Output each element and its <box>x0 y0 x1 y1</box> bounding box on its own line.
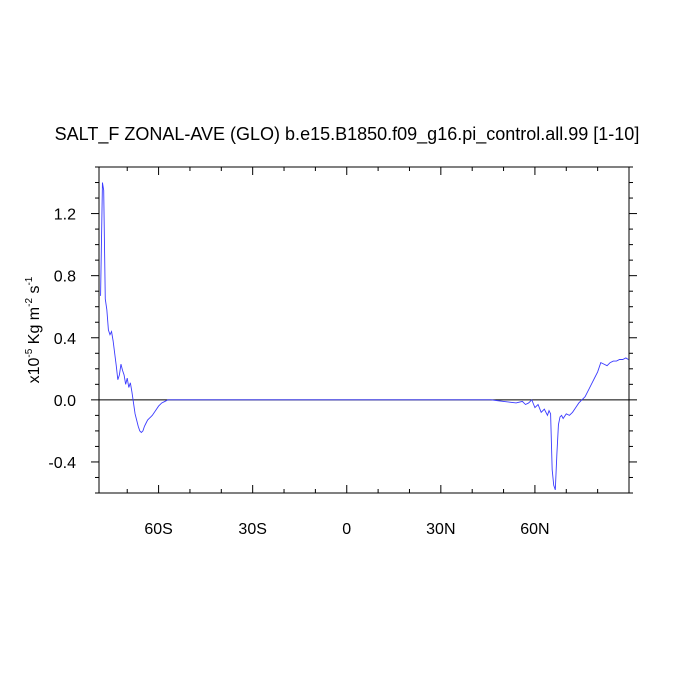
x-tick-label: 60N <box>520 521 549 538</box>
plot-area: 60S 30S 0 30N 60N 1.2 0.8 0.4 0.0 -0.4 <box>48 166 637 538</box>
plot-frame <box>98 166 630 494</box>
y-tick-label: 0.8 <box>54 269 76 286</box>
y-axis-label: x10-5 Kg m-2 s-1 <box>24 276 43 383</box>
x-tick-label: 0 <box>342 521 351 538</box>
y-tick-label: 0.0 <box>54 393 76 410</box>
chart-title: SALT_F ZONAL-AVE (GLO) b.e15.B1850.f09_g… <box>55 124 640 145</box>
y-tick-label: 1.2 <box>54 207 76 224</box>
series-line <box>100 182 629 491</box>
x-tick-label: 30N <box>426 521 455 538</box>
x-axis: 60S 30S 0 30N 60N <box>126 167 599 538</box>
y-tick-label: 0.4 <box>54 331 76 348</box>
y-axis: 1.2 0.8 0.4 0.0 -0.4 <box>48 166 637 494</box>
x-tick-label: 30S <box>238 521 266 538</box>
x-tick-label: 60S <box>144 521 172 538</box>
y-tick-label: -0.4 <box>48 455 76 472</box>
